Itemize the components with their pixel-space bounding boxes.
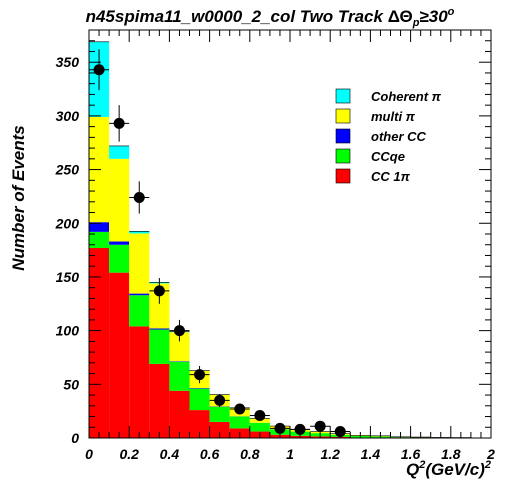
bar-multi-3 — [149, 283, 170, 329]
bar-ccqe-8 — [249, 422, 270, 432]
x-tick-label-5: 1 — [286, 446, 294, 462]
bar-ccqe-1 — [109, 244, 130, 273]
legend-swatch-ccqe — [335, 148, 351, 164]
legend-label-other-cc: other CC — [371, 129, 427, 144]
bar-other-cc-2 — [129, 293, 150, 296]
x-tick-label-8: 1.6 — [401, 446, 421, 462]
x-tick-label-9: 1.8 — [441, 446, 461, 462]
bar-multi-4 — [169, 332, 190, 362]
x-tick-label-0: 0 — [85, 446, 93, 462]
data-point-9 — [274, 422, 286, 434]
x-tick-label-7: 1.4 — [361, 446, 381, 462]
data-point-4 — [173, 325, 185, 337]
y-tick-label-6: 300 — [56, 108, 80, 124]
data-point-0 — [93, 64, 105, 76]
data-point-11 — [314, 420, 326, 432]
bar-ccqe-0 — [89, 231, 110, 248]
legend-swatch-multi — [335, 108, 351, 124]
data-point-8 — [254, 409, 266, 421]
x-tick-label-4: 0.8 — [240, 446, 260, 462]
y-tick-label-2: 100 — [56, 323, 80, 339]
legend: Coherent π multi π other CC CCqe CC 1π — [335, 88, 442, 184]
x-tick-label-1: 0.2 — [119, 446, 139, 462]
bar-other-cc-5 — [189, 388, 210, 389]
y-tick-label-1: 50 — [63, 376, 79, 392]
bar-other-cc-0 — [89, 222, 110, 232]
bar-cc-1-3 — [149, 363, 170, 438]
bar-ccqe-4 — [169, 361, 190, 391]
y-axis-label: Number of Events — [9, 125, 28, 270]
bar-ccqe-6 — [209, 406, 230, 422]
legend-label-coherent: Coherent π — [371, 89, 442, 104]
data-point-2 — [133, 191, 145, 203]
data-point-5 — [194, 369, 206, 381]
legend-label-ccqe: CCqe — [371, 149, 405, 164]
bar-multi-1 — [109, 158, 130, 242]
bar-coherent-2 — [129, 231, 150, 234]
x-tick-label-3: 0.6 — [200, 446, 220, 462]
bar-ccqe-7 — [229, 416, 250, 429]
bar-cc-1-6 — [209, 421, 230, 438]
x-tick-label-6: 1.2 — [320, 446, 340, 462]
legend-swatch-coherent — [335, 88, 351, 104]
x-tick-label-2: 0.4 — [160, 446, 180, 462]
data-point-1 — [113, 117, 125, 129]
y-axis: 0 50 100 150 200 250 300 350 — [55, 40, 491, 446]
bar-ccqe-3 — [149, 329, 170, 364]
x-axis-label: Q2(GeV/c)2 — [406, 459, 491, 479]
bar-cc-1-1 — [109, 272, 130, 438]
bar-other-cc-4 — [169, 361, 190, 362]
legend-label-cc-1: CC 1π — [371, 169, 411, 184]
data-point-7 — [234, 403, 246, 415]
x-tick-label-10: 2 — [486, 446, 495, 462]
data-point-3 — [153, 285, 165, 297]
y-tick-label-3: 150 — [56, 269, 80, 285]
bar-other-cc-1 — [109, 241, 130, 245]
bar-cc-1-4 — [169, 390, 190, 438]
chart-title: n45spima11_w0000_2_col Two Track ΔΘp≥30o — [86, 6, 455, 29]
bar-cc-1-2 — [129, 326, 150, 438]
y-tick-label-7: 350 — [56, 54, 80, 70]
bar-coherent-1 — [109, 145, 130, 159]
legend-swatch-other-cc — [335, 128, 351, 144]
y-tick-label-5: 250 — [55, 162, 80, 178]
bar-other-cc-3 — [149, 328, 170, 330]
y-tick-label-4: 200 — [55, 215, 80, 231]
data-point-12 — [334, 426, 346, 438]
stacked-histogram — [89, 41, 491, 439]
y-tick-label-0: 0 — [71, 430, 79, 446]
data-point-6 — [214, 394, 226, 406]
data-point-10 — [294, 423, 306, 435]
x-axis: 0 0.2 0.4 0.6 0.8 1 1.2 1.4 1.6 1.8 2 — [85, 30, 495, 462]
legend-swatch-cc-1 — [335, 168, 351, 184]
bar-cc-1-0 — [89, 247, 110, 438]
bar-ccqe-5 — [189, 388, 210, 411]
data-points — [89, 49, 351, 438]
bar-multi-2 — [129, 233, 150, 294]
bar-cc-1-5 — [189, 410, 210, 438]
legend-label-multi: multi π — [371, 109, 416, 124]
bar-ccqe-2 — [129, 295, 150, 327]
